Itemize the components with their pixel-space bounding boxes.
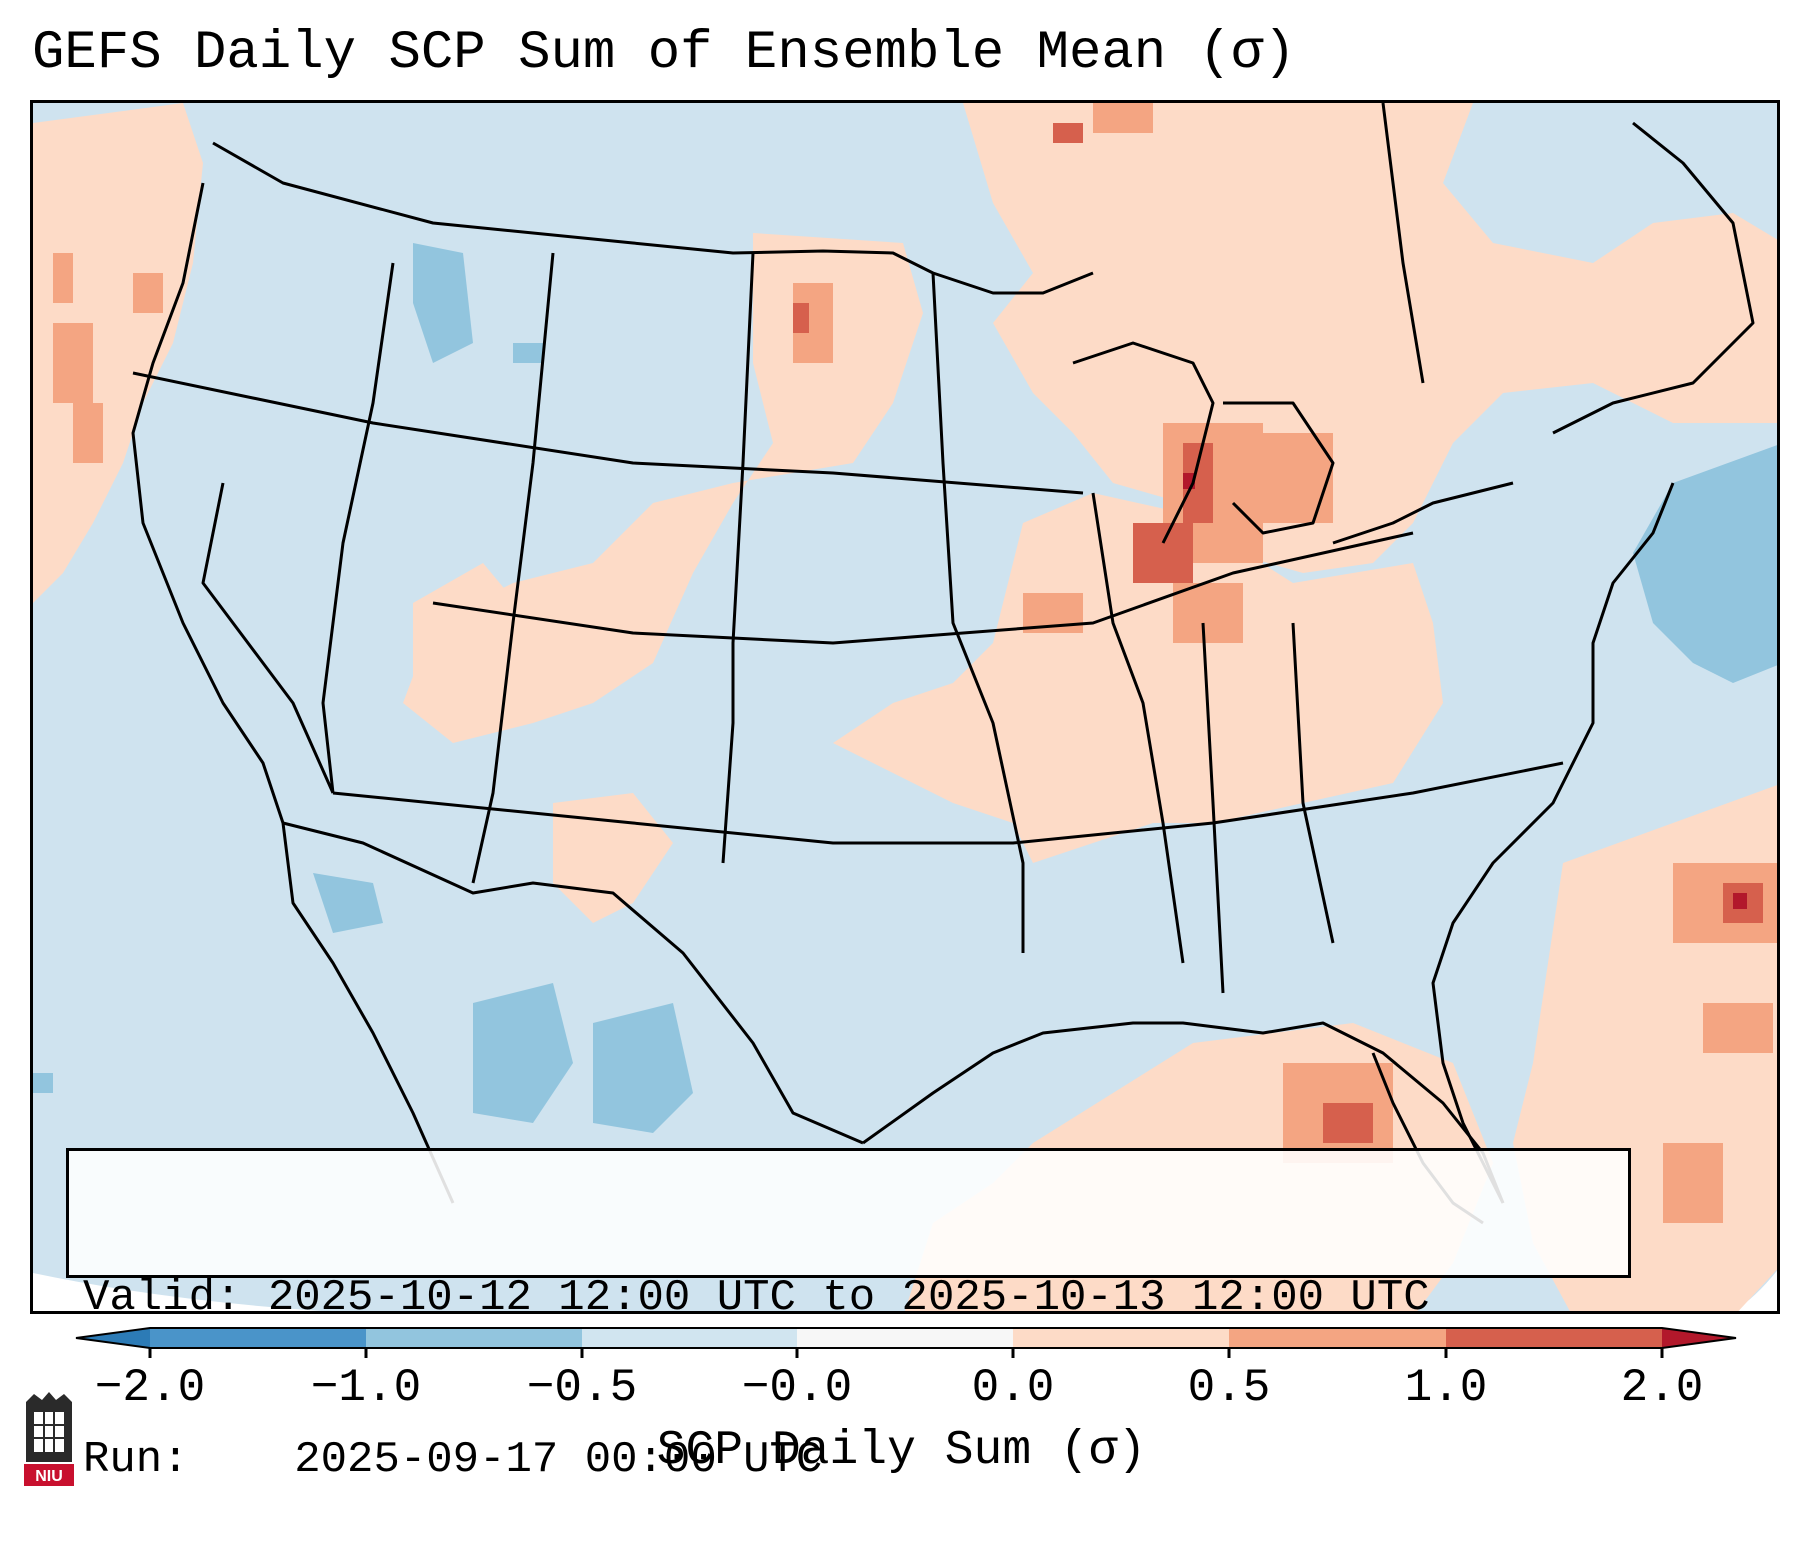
vertical-line-1 xyxy=(321,262,395,794)
atlantic-extreme-cell xyxy=(1733,893,1747,909)
us-canada-border xyxy=(212,141,1094,295)
us-mexico-border xyxy=(282,821,864,1145)
colorbar-tick-label: −1.0 xyxy=(310,1362,422,1414)
negative-anomaly-areas xyxy=(33,243,1777,1133)
mexico-negative-area-2 xyxy=(593,1003,693,1133)
gulf-strong-cell xyxy=(1323,1103,1373,1143)
idaho-negative-cell xyxy=(513,343,543,363)
ontario-strong-cell xyxy=(1053,123,1083,143)
colorbar-tick-label: −0.0 xyxy=(741,1362,853,1414)
west-negative-cell xyxy=(33,1073,53,1093)
great-lakes-outline-3 xyxy=(1332,481,1514,545)
gulf-coast xyxy=(862,1021,1505,1204)
colorbar-bin-0 xyxy=(76,1328,150,1348)
central-us-positive-area xyxy=(833,493,1443,863)
strong-anomaly-areas xyxy=(793,123,1763,1143)
scp-map xyxy=(33,103,1777,1311)
southern-states-line xyxy=(332,761,1564,845)
ohio-valley-cell xyxy=(1173,583,1243,643)
great-lakes-outline-2 xyxy=(1223,401,1335,535)
carib-cell xyxy=(1663,1143,1723,1223)
colorbar-bin-1 xyxy=(150,1328,366,1348)
valid-value: 2025-10-12 12:00 UTC to 2025-10-13 12:00… xyxy=(267,1273,1430,1323)
vertical-line-2 xyxy=(471,252,555,884)
colorbar-bin-4 xyxy=(797,1328,1013,1348)
colorbar-bin-3 xyxy=(582,1328,797,1348)
state-boundaries xyxy=(131,103,1755,1225)
southwest-positive-area xyxy=(553,793,673,923)
colorbar-tick-label: −2.0 xyxy=(94,1362,206,1414)
pacific-positive-area xyxy=(33,103,203,603)
page-title: GEFS Daily SCP Sum of Ensemble Mean (σ) xyxy=(32,23,1296,84)
niu-logo: NIU xyxy=(24,1392,74,1486)
projection-edge-right xyxy=(1733,1270,1777,1311)
colorbar-tick-label: 1.0 xyxy=(1404,1362,1488,1414)
logo-text: NIU xyxy=(35,1468,63,1485)
baja-negative-area xyxy=(313,873,383,933)
vertical-line-5 xyxy=(1091,492,1185,964)
hudson-line xyxy=(1381,103,1425,384)
great-lakes-cell-2 xyxy=(1253,433,1333,523)
colorbar-label: SCP Daily Sum (σ) xyxy=(656,1424,1147,1478)
canada-cell xyxy=(1093,103,1153,133)
pacific-cell-4 xyxy=(53,253,73,303)
colorbar xyxy=(75,1327,1737,1358)
run-row: Run: 2025-09-17 00:00 UTC xyxy=(83,1433,1614,1487)
northern-states-line xyxy=(132,371,1084,495)
projection-edge-left xyxy=(33,1273,322,1311)
vertical-line-3 xyxy=(721,252,755,864)
mexico-negative-area-1 xyxy=(473,983,573,1123)
pacific-cell-3 xyxy=(133,273,163,313)
colorbar-bin-5 xyxy=(1013,1328,1229,1348)
west-coast xyxy=(131,182,455,1204)
central-states-line xyxy=(432,531,1414,645)
map-panel[interactable] xyxy=(30,100,1780,1314)
canada-maritime xyxy=(1552,121,1755,435)
colorbar-bin-6 xyxy=(1229,1328,1446,1348)
atlantic-cell-2 xyxy=(1703,1003,1773,1053)
vertical-line-4 xyxy=(931,272,1025,953)
nevada-line xyxy=(201,482,335,794)
valid-run-info-box: Valid: 2025-10-12 12:00 UTC to 2025-10-1… xyxy=(66,1148,1631,1485)
east-coast xyxy=(1431,482,1675,1204)
colorbar-tick-label: −0.5 xyxy=(526,1362,638,1414)
dakota-strong-cell xyxy=(793,303,809,333)
colorbar-tick-label: 2.0 xyxy=(1620,1362,1704,1414)
colorbar-tick-label: 0.5 xyxy=(1187,1362,1271,1414)
colorbar-tick-label: 0.0 xyxy=(971,1362,1055,1414)
vertical-line-6 xyxy=(1201,622,1225,994)
pacific-cell-1 xyxy=(53,323,93,403)
atlantic-negative-area xyxy=(1633,445,1777,683)
great-lakes-outline-1 xyxy=(1072,341,1215,544)
colorbar-bin-7 xyxy=(1446,1328,1662,1348)
vertical-line-7 xyxy=(1291,622,1335,944)
pacific-cell-2 xyxy=(73,403,103,463)
run-value: 2025-09-17 00:00 UTC xyxy=(294,1435,823,1485)
run-label: Run: xyxy=(83,1435,189,1485)
colorbar-bin-8 xyxy=(1662,1328,1736,1348)
colorbar-bin-2 xyxy=(366,1328,582,1348)
idaho-negative-area xyxy=(413,243,473,363)
valid-label: Valid: xyxy=(83,1273,242,1323)
valid-row: Valid: 2025-10-12 12:00 UTC to 2025-10-1… xyxy=(83,1271,1614,1325)
illinois-strong-cell xyxy=(1133,523,1193,583)
